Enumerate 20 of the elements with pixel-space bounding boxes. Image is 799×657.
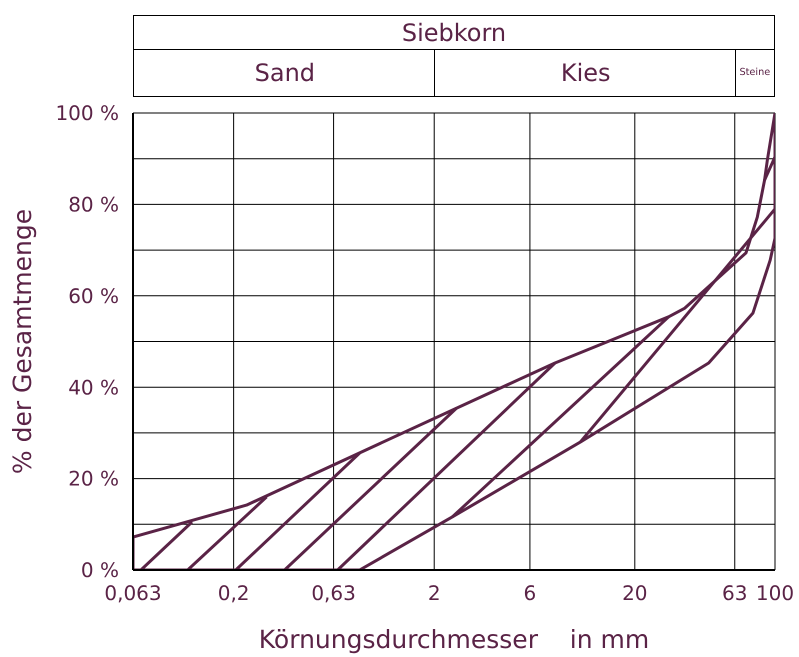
- x-tick-label: 0,063: [104, 581, 162, 606]
- y-tick-label: 40 %: [68, 375, 119, 400]
- x-tick-label: 0,63: [311, 581, 356, 606]
- x-tick-label: 100: [756, 581, 794, 606]
- x-tick-label: 63: [722, 581, 748, 606]
- y-tick-label: 100 %: [55, 101, 119, 126]
- y-tick-label: 0 %: [80, 558, 119, 582]
- text: Siebkorn: [133, 15, 775, 50]
- text: Sand: [133, 49, 436, 97]
- y-axis-title: % der Gesamtmenge: [8, 208, 37, 474]
- x-tick-label: 6: [524, 581, 536, 606]
- x-tick-label: 0,2: [218, 581, 250, 606]
- text: Steine: [734, 49, 775, 97]
- y-tick-label: 20 %: [68, 466, 119, 491]
- text: Kies: [434, 49, 736, 97]
- y-tick-label: 60 %: [68, 284, 119, 308]
- y-tick-label: 80 %: [68, 192, 119, 216]
- x-tick-label: 2: [428, 581, 441, 606]
- x-axis-title: Körnungsdurchmesser in mm: [258, 625, 650, 654]
- x-tick-label: 20: [622, 581, 648, 606]
